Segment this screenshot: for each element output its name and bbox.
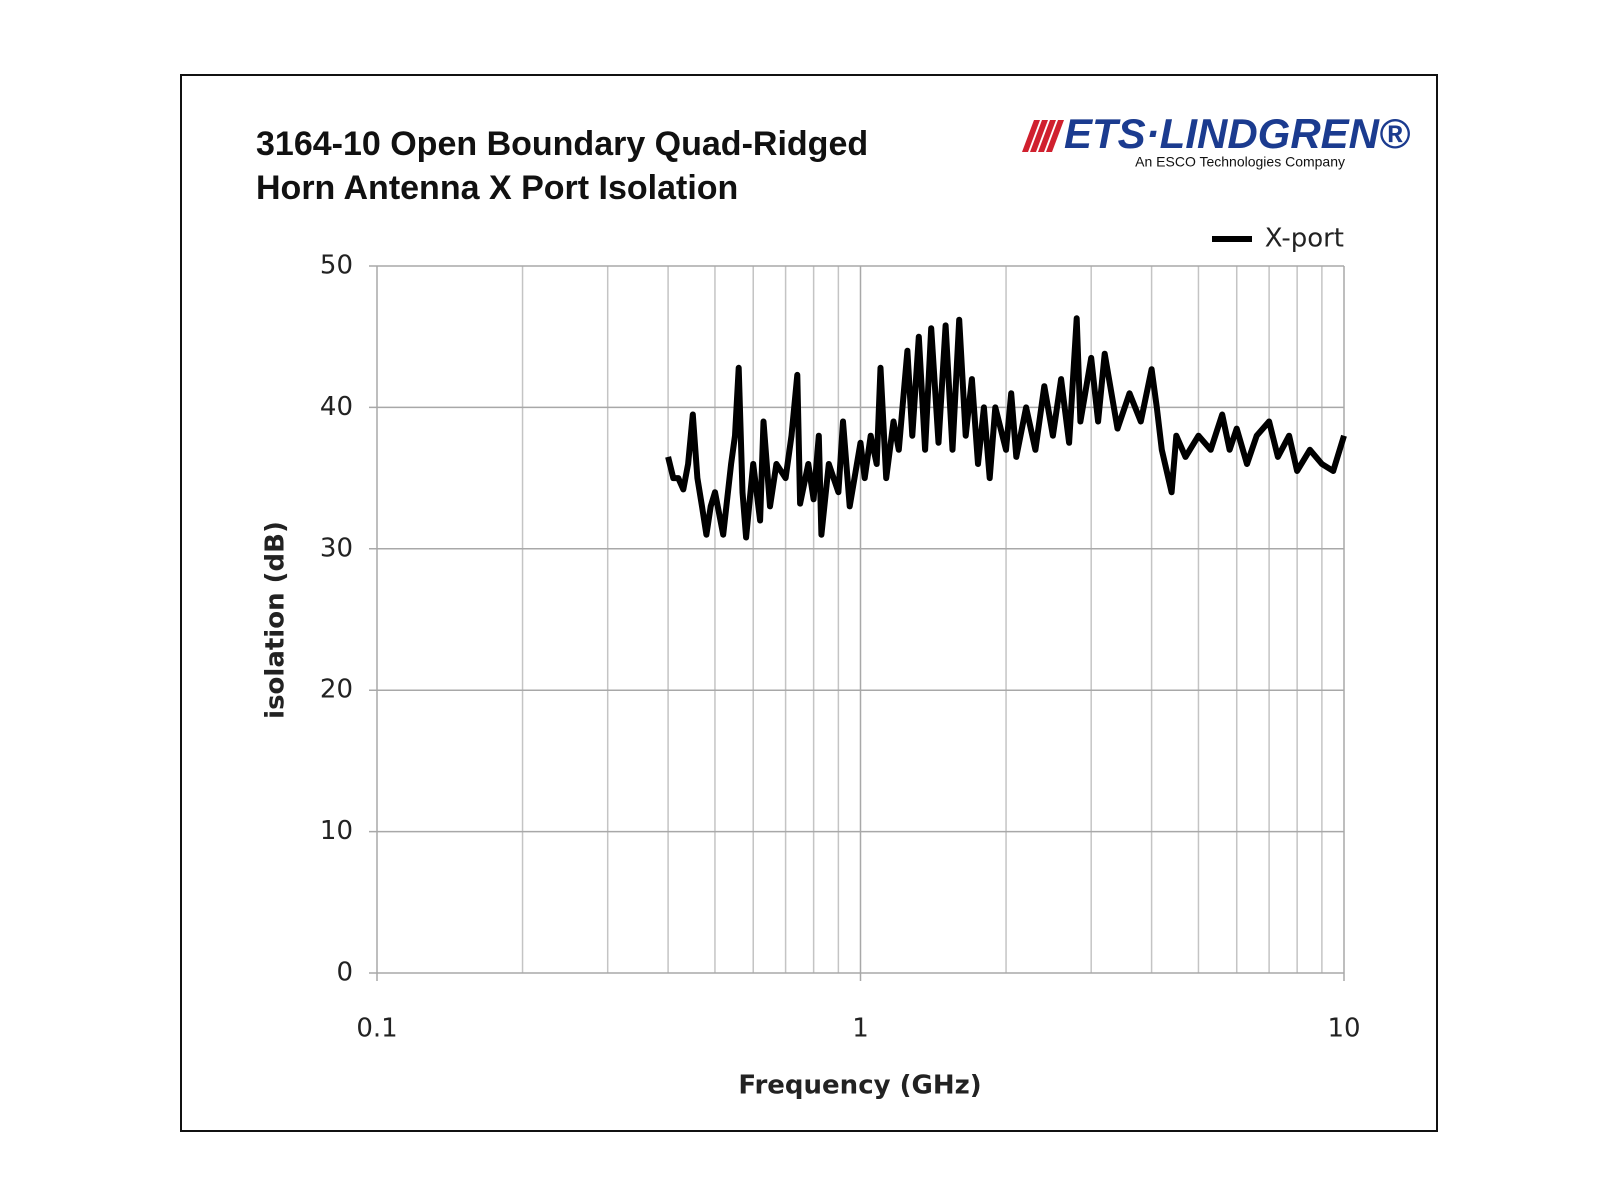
y-tick-label: 20: [320, 675, 353, 705]
legend-label: X-port: [1265, 224, 1344, 254]
y-tick-label: 0: [336, 958, 353, 988]
x-tick-label: 10: [1327, 1014, 1360, 1044]
logo-tagline: An ESCO Technologies Company: [1135, 154, 1345, 170]
y-axis-label: isolation (dB): [261, 521, 291, 719]
y-tick-label: 10: [320, 816, 353, 846]
x-axis-label: Frequency (GHz): [738, 1071, 981, 1101]
x-tick-label: 0.1: [356, 1014, 397, 1044]
logo-stripes: [1022, 120, 1064, 152]
y-tick-label: 30: [320, 533, 353, 563]
frame: [180, 74, 1438, 1132]
x-tick-label: 1: [852, 1014, 869, 1044]
y-tick-label: 50: [320, 251, 353, 281]
chart-title: 3164-10 Open Boundary Quad-Ridged Horn A…: [256, 125, 869, 207]
logo-name: ETS·LINDGREN®: [1064, 110, 1410, 157]
data-line: [665, 315, 1347, 541]
y-tick-label: 40: [320, 392, 353, 422]
